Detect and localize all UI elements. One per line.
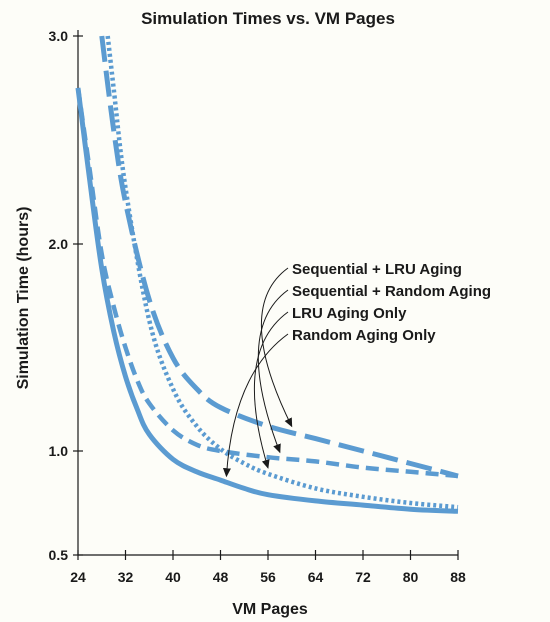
y-axis-label: Simulation Time (hours) [15,207,32,390]
x-tick-label: 72 [355,569,371,585]
legend-label-1: Sequential + LRU Aging [292,261,462,278]
chart-title: Simulation Times vs. VM Pages [141,9,395,28]
legend: Sequential + LRU Aging Sequential + Rando… [222,261,491,478]
axes: 24 32 40 48 56 64 72 80 88 0.5 1.0 2.0 3.0 [49,28,466,585]
x-tick-label: 24 [70,569,86,585]
legend-pointer-1 [260,267,293,428]
series-line-3 [105,35,459,510]
legend-label-2: Sequential + Random Aging [292,283,491,300]
legend-label-4: Random Aging Only [292,327,436,344]
x-tick-label: 56 [260,569,276,585]
y-tick-label: 0.5 [49,547,69,563]
legend-pointer-4 [222,333,289,478]
series-line-1 [99,35,459,479]
x-tick-label: 80 [403,569,419,585]
x-tick-label: 48 [213,569,229,585]
x-tick-label: 64 [308,569,324,585]
x-tick-label: 32 [118,569,134,585]
legend-label-3: LRU Aging Only [292,305,407,322]
legend-pointer-3 [253,311,289,469]
series-line-4 [75,87,459,514]
plot-lines [75,35,459,514]
x-tick-label: 40 [165,569,181,585]
x-tick-label: 88 [450,569,466,585]
y-tick-label: 1.0 [49,443,69,459]
y-tick-label: 2.0 [49,236,69,252]
x-axis-label: VM Pages [232,601,308,618]
legend-pointer-2 [257,289,289,454]
y-tick-label: 3.0 [49,28,69,44]
